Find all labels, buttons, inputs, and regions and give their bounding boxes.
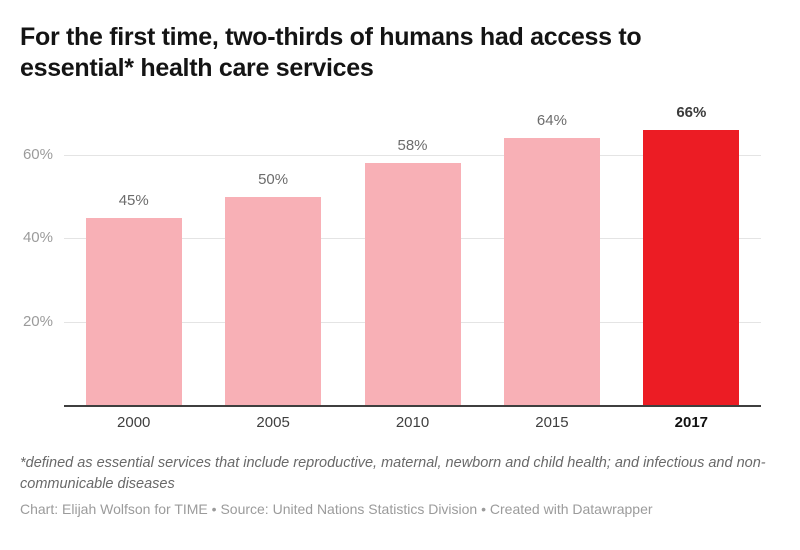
x-axis-category-label: 2010 bbox=[395, 414, 430, 431]
bar-value-label: 58% bbox=[397, 137, 428, 155]
chart-title: For the first time, two-thirds of humans… bbox=[20, 22, 642, 84]
footnote: *defined as essential services that incl… bbox=[20, 455, 766, 492]
bar-slot-2000: 45% 2000 bbox=[64, 105, 203, 431]
bar-2017 bbox=[643, 130, 740, 405]
x-axis-baseline bbox=[64, 405, 761, 407]
bar-2015 bbox=[503, 138, 600, 405]
x-axis-category-label: 2017 bbox=[674, 414, 709, 431]
bar-value-label: 45% bbox=[118, 191, 149, 209]
bar-2000 bbox=[85, 217, 182, 405]
bar-slot-2005: 50% 2005 bbox=[203, 105, 342, 431]
gridline-60% bbox=[64, 155, 761, 156]
chart-title-line-1: For the first time, two-thirds of humans… bbox=[20, 23, 642, 51]
y-axis-tick-label: 60% bbox=[22, 146, 53, 163]
bar-slot-2017: 66% 2017 bbox=[622, 104, 761, 431]
bar-slot-2010: 58% 2010 bbox=[343, 105, 482, 431]
x-axis-category-label: 2005 bbox=[256, 414, 290, 431]
x-axis-category-label: 2015 bbox=[535, 414, 569, 431]
x-axis-category-label: 2000 bbox=[117, 414, 151, 431]
bar-chart-plot: 20% 40% 60% 45% 2000 50% 2005 58% 2010 64% 2015 66%… bbox=[23, 104, 761, 431]
bar-value-label: 66% bbox=[676, 104, 707, 121]
bar-value-label: 50% bbox=[258, 170, 289, 188]
bar-slot-2015: 64% 2015 bbox=[482, 105, 621, 431]
byline: Chart: Elijah Wolfson for TIME • Source:… bbox=[20, 501, 653, 517]
y-axis-tick-label: 20% bbox=[22, 312, 53, 330]
bar-2005 bbox=[225, 196, 322, 405]
bars-row: 45% 2000 50% 2005 58% 2010 64% 2015 66% 2017 bbox=[64, 104, 761, 431]
bar-value-label: 64% bbox=[536, 112, 567, 130]
bar-2010 bbox=[364, 163, 461, 405]
y-axis-tick-label: 40% bbox=[22, 229, 53, 247]
chart-title-line-2: essential* health care services bbox=[20, 54, 374, 82]
